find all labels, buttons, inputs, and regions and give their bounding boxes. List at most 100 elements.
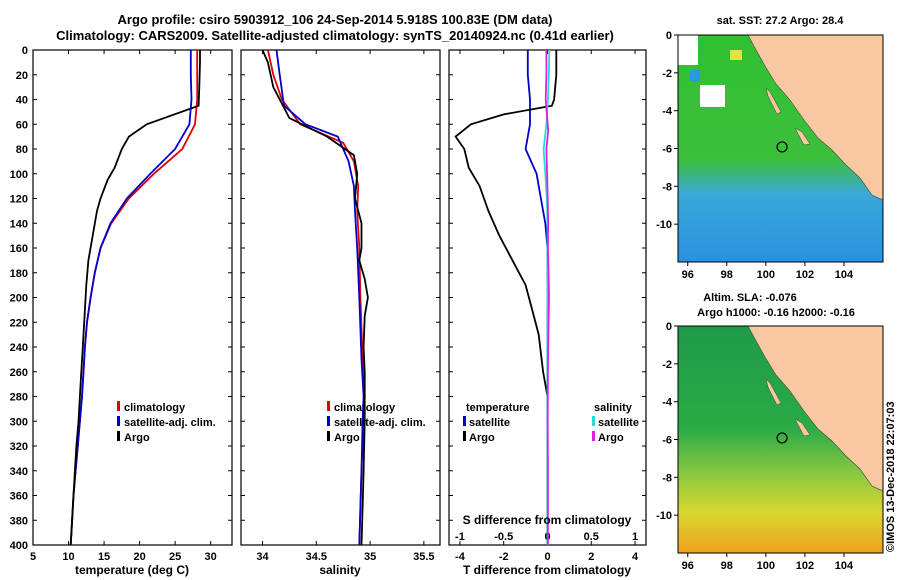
y-tick-label: 100 (10, 169, 28, 181)
difference-series (454, 49, 558, 545)
sst-missing-patch (678, 35, 698, 65)
t-difference-tick-labels: -4 -2 0 2 4 (449, 49, 646, 563)
credit-text: ©IMOS 13-Dec-2018 22:07:03 (885, 401, 897, 552)
y-tick-label: 80 (16, 144, 28, 156)
series-line-t-argo (454, 50, 558, 545)
sst-map-panel: sat. SST: 27.2 Argo: 28.4 96 98 100 102 104 … (656, 15, 884, 281)
legend-label-satellite: satellite-adj. clim. (334, 417, 426, 429)
x-tick-label: 25 (169, 551, 181, 563)
series-line-argo (261, 49, 369, 546)
lat-tick-label: -4 (662, 106, 673, 118)
legend-swatch-argo (117, 431, 120, 441)
y-tick-label: 260 (10, 367, 28, 379)
y-tick-label: 180 (10, 268, 28, 280)
legend-swatch-argo (327, 431, 330, 441)
sst-missing-patch (700, 85, 725, 107)
y-tick-label: 240 (10, 342, 28, 354)
series-line-satellite-adj-clim- (69, 50, 193, 546)
x-tick-label: 35.5 (413, 551, 434, 563)
y-tick-label: 360 (10, 491, 28, 503)
sst-lat-tick-labels: 0 -2 -4 -6 -8 -10 (656, 30, 678, 231)
land-sumatra (747, 326, 883, 492)
difference-panel: -4 -2 0 2 4 -1 -0.5 0 0.5 1 temperature satellit… (448, 49, 647, 577)
sst-map-title: sat. SST: 27.2 Argo: 28.4 (717, 15, 845, 27)
lat-tick-label: 0 (666, 321, 672, 333)
y-tick-label: 380 (10, 515, 28, 527)
legend-swatch-satellite (117, 416, 120, 426)
y-tick-label: 400 (10, 540, 28, 552)
legend-label-s-argo: Argo (598, 432, 624, 444)
y-tick-label: 160 (10, 243, 28, 255)
lat-tick-label: -8 (662, 181, 672, 193)
x-tick-label: 10 (62, 551, 74, 563)
argo-location-marker (776, 141, 788, 153)
lon-tick-label: 102 (796, 560, 814, 572)
y-tick-label: 300 (10, 416, 28, 428)
island (765, 378, 782, 406)
x-tick-label: 20 (133, 551, 145, 563)
x-tick-label: -2 (499, 551, 509, 563)
y-tick-label: 220 (10, 317, 28, 329)
legend-label-t-argo: Argo (469, 432, 495, 444)
legend-label-argo: Argo (124, 432, 150, 444)
lon-tick-label: 102 (796, 269, 814, 281)
legend-label-s-satellite: satellite (598, 417, 639, 429)
depth-tick-labels: 0 20 40 60 80 100 120 140 160 180 200 220 240 260 280 3… (10, 45, 28, 552)
x-top-tick-label: 1 (632, 531, 638, 543)
sst-lon-tick-labels: 96 98 100 102 104 (682, 262, 854, 281)
salinity-series (261, 49, 369, 546)
x-top-tick-label: -0.5 (494, 531, 513, 543)
x-top-tick-label: 0.5 (584, 531, 599, 543)
temperature-legend: climatology satellite-adj. clim. Argo (117, 401, 216, 444)
island (794, 127, 811, 146)
salinity-tick-labels: 34 34.5 35 35.5 (241, 49, 440, 563)
chart-title-line1: Argo profile: csiro 5903912_106 24-Sep-2… (117, 12, 553, 27)
island (765, 87, 782, 115)
legend-label-climatology: climatology (334, 402, 396, 414)
legend-label-satellite: satellite-adj. clim. (124, 417, 216, 429)
lat-tick-label: -6 (662, 144, 672, 156)
temperature-panel: 0 20 40 60 80 100 120 140 160 180 200 220 240 260 280 3… (10, 45, 233, 577)
y-tick-label: 40 (16, 95, 28, 107)
salinity-legend: climatology satellite-adj. clim. Argo (327, 401, 426, 444)
x-tick-label: 2 (588, 551, 594, 563)
x-tick-label: -4 (455, 551, 466, 563)
x-tick-label: 4 (632, 551, 639, 563)
x-top-tick-label: -1 (455, 531, 465, 543)
y-tick-label: 120 (10, 194, 28, 206)
lat-tick-label: -4 (662, 397, 673, 409)
salinity-panel: 34 34.5 35 35.5 climatology satellite-adj. … (240, 49, 441, 577)
legend-swatch-satellite (327, 416, 330, 426)
chart-title-line2: Climatology: CARS2009. Satellite-adjuste… (56, 28, 614, 43)
t-difference-xlabel: T difference from climatology (463, 563, 631, 577)
lon-tick-label: 100 (757, 560, 775, 572)
x-tick-label: 35 (364, 551, 376, 563)
lat-tick-label: -6 (662, 435, 672, 447)
lat-tick-label: -8 (662, 472, 672, 484)
x-tick-label: 30 (205, 551, 217, 563)
lat-tick-label: 0 (666, 30, 672, 42)
y-tick-label: 140 (10, 218, 28, 230)
y-tick-label: 340 (10, 466, 28, 478)
legend-swatch-t-argo (463, 431, 466, 441)
y-tick-label: 0 (22, 45, 28, 57)
lat-tick-label: -10 (656, 510, 672, 522)
series-line-argo (69, 50, 201, 546)
sst-cell (730, 50, 742, 60)
sla-lat-tick-labels: 0 -2 -4 -6 -8 -10 (656, 321, 678, 522)
lon-tick-label: 104 (835, 269, 854, 281)
sla-map-panel: Altim. SLA: -0.076 Argo h1000: -0.16 h20… (656, 292, 884, 572)
legend-swatch-t-satellite (463, 416, 466, 426)
lat-tick-label: -2 (662, 359, 672, 371)
legend-label-t-satellite: satellite (469, 417, 510, 429)
sla-lon-tick-labels: 96 98 100 102 104 (682, 553, 854, 572)
legend-label-climatology: climatology (124, 402, 186, 414)
legend-swatch-s-argo (592, 431, 595, 441)
y-tick-label: 20 (16, 70, 28, 82)
series-line-satellite-adj-clim- (275, 49, 365, 546)
legend-label-argo: Argo (334, 432, 360, 444)
sla-map-subtitle: Argo h1000: -0.16 h2000: -0.16 (697, 307, 855, 319)
x-tick-label: 5 (30, 551, 36, 563)
y-tick-label: 280 (10, 392, 28, 404)
